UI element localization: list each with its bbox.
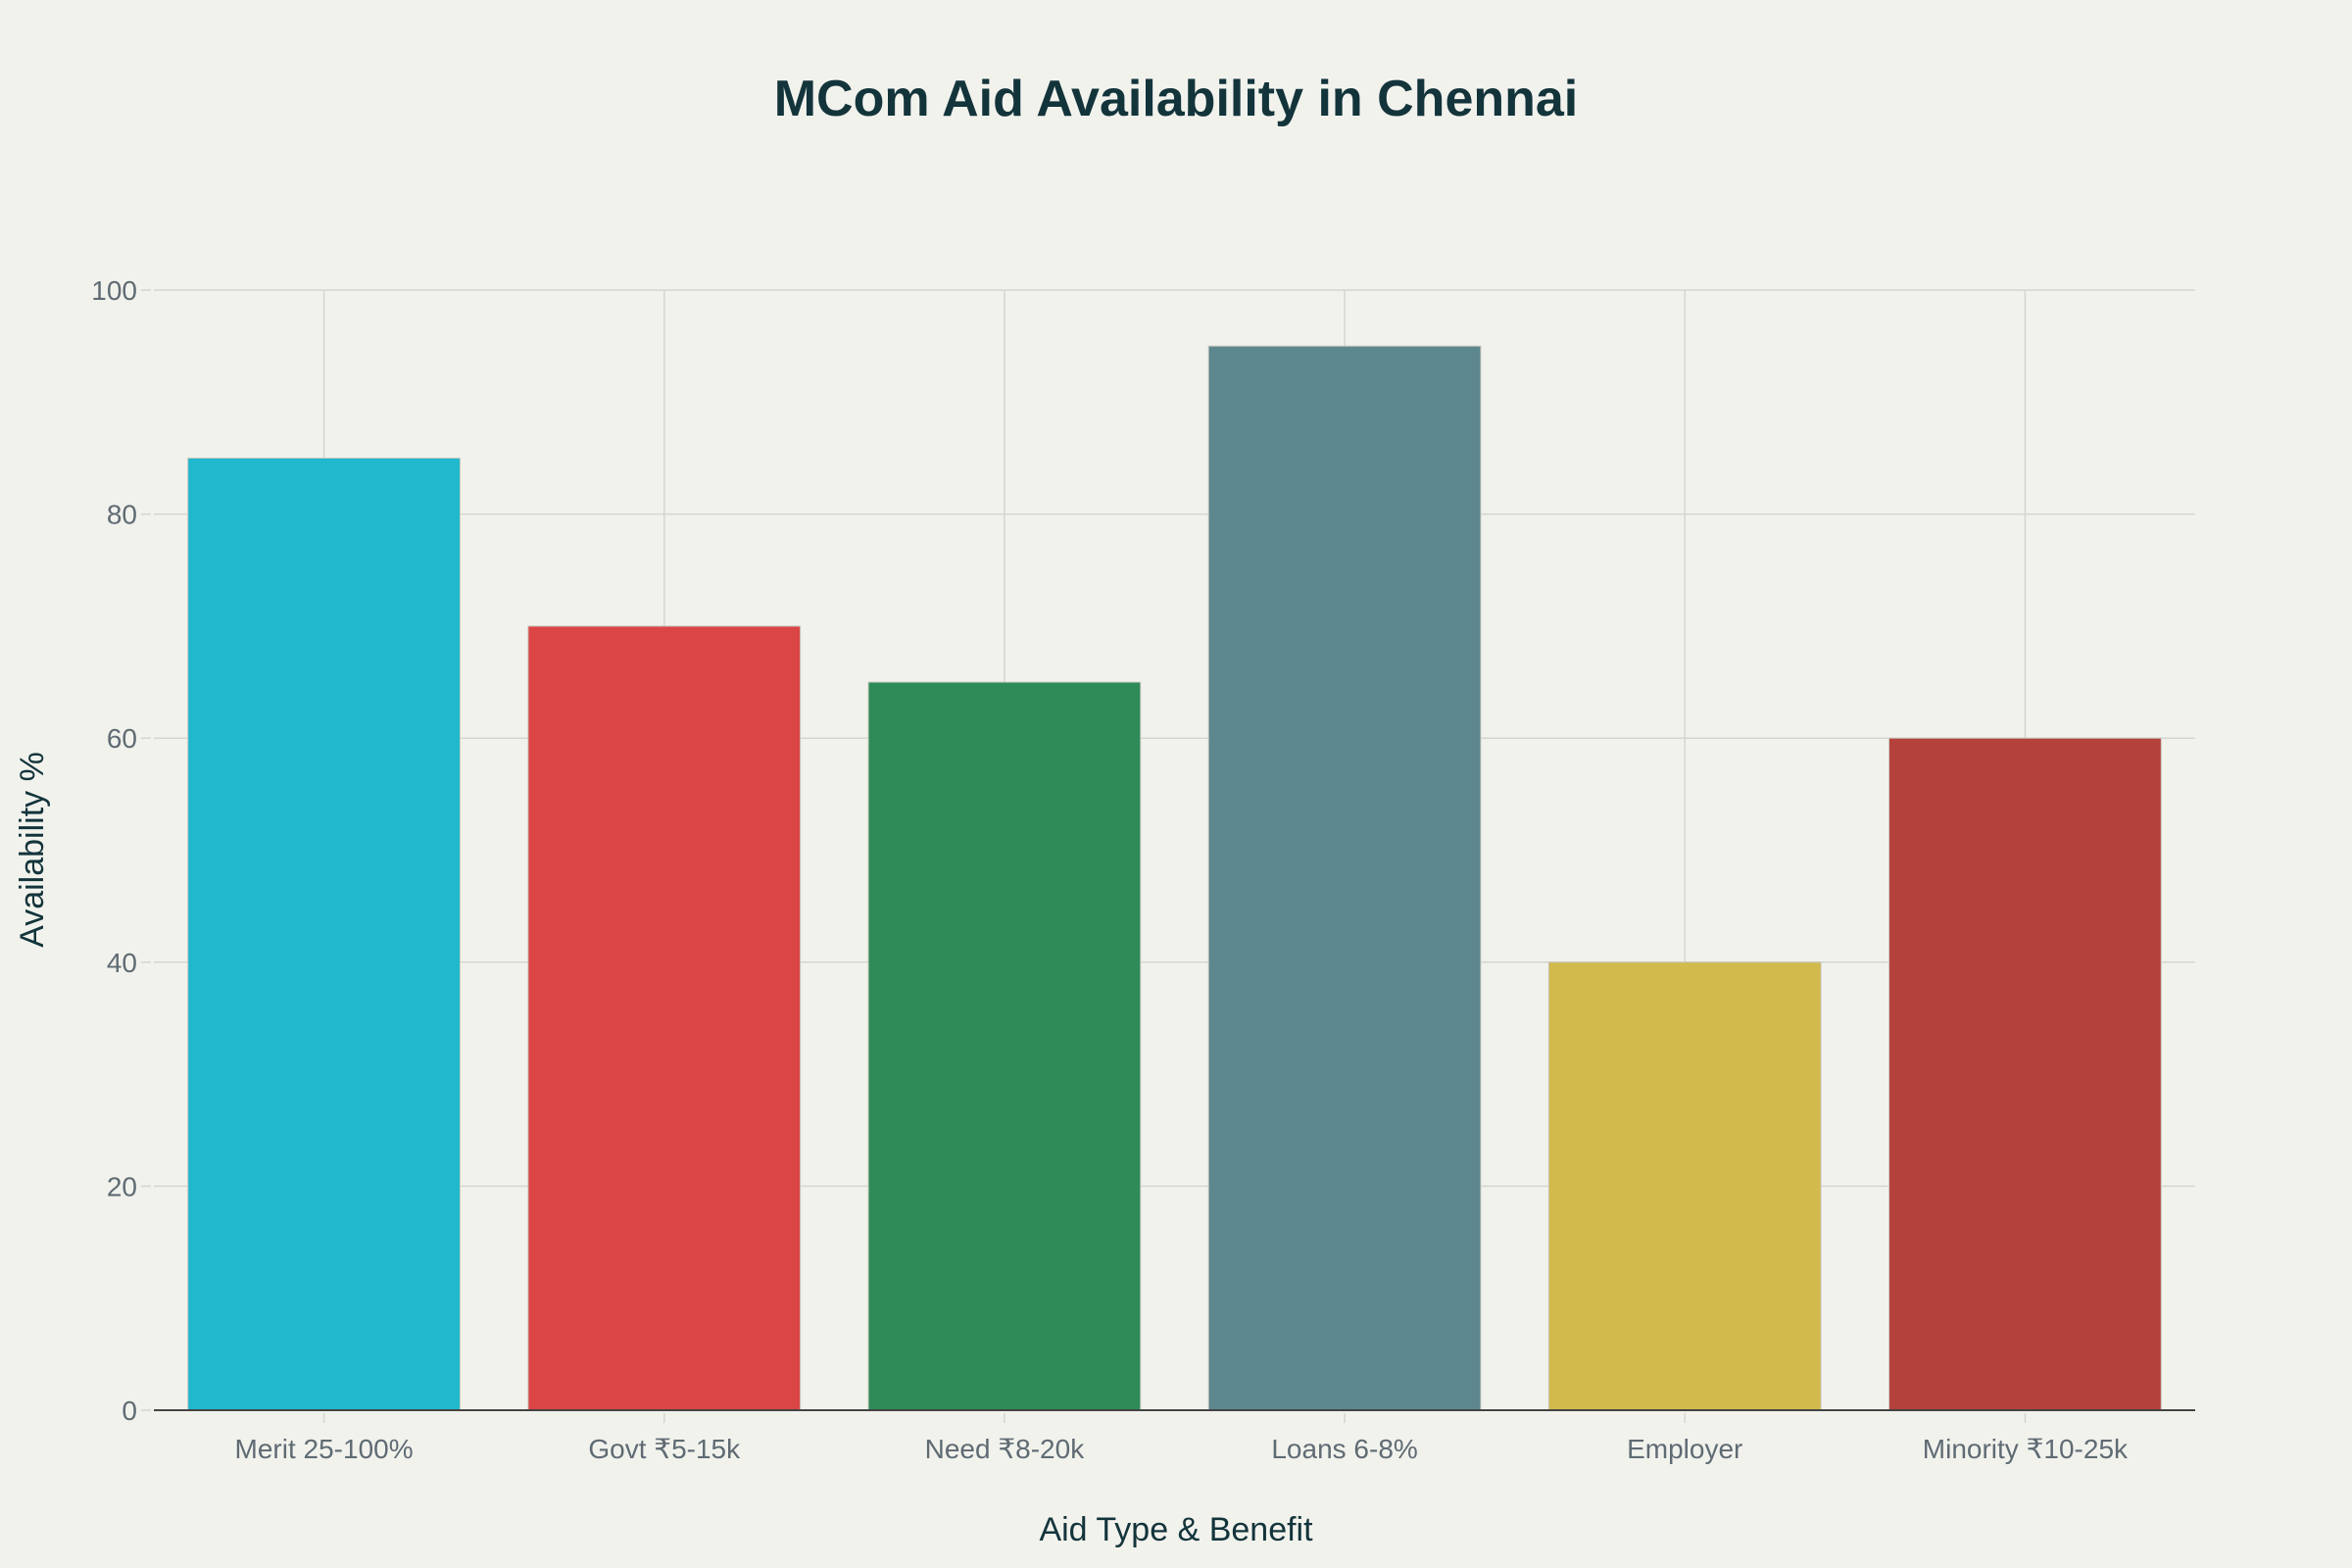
y-tick-label: 100 [91,275,137,306]
x-tick-labels: Merit 25-100% Govt ₹5-15k Need ₹8-20k Loans… [235,1413,2129,1464]
x-tick-label: Employer [1627,1434,1742,1464]
x-tick-label: Govt ₹5-15k [588,1434,741,1464]
y-tick-label: 20 [107,1171,137,1201]
x-axis-title: Aid Type & Benefit [1039,1511,1313,1548]
bar-2[interactable] [527,625,802,1411]
y-axis-title: Availability % [14,752,51,948]
y-tick-label: 80 [107,500,137,530]
x-tick-label: Merit 25-100% [235,1434,414,1464]
bar-3[interactable] [867,681,1142,1411]
x-tick-label: Minority ₹10-25k [1923,1434,2129,1464]
x-tick-label: Loans 6-8% [1271,1434,1417,1464]
y-tick-label: 60 [107,723,137,754]
y-tick-labels: 0 20 40 60 80 100 [91,275,151,1426]
bar-5[interactable] [1547,961,1822,1411]
y-tick-label: 0 [122,1396,137,1426]
bar-1[interactable] [187,457,461,1411]
chart-title: MCom Aid Availability in Chennai [774,71,1579,127]
bar-6[interactable] [1888,737,2162,1411]
bar-4[interactable] [1207,345,1482,1411]
y-tick-label: 40 [107,948,137,978]
bars [187,345,2162,1411]
x-tick-label: Need ₹8-20k [925,1434,1086,1464]
